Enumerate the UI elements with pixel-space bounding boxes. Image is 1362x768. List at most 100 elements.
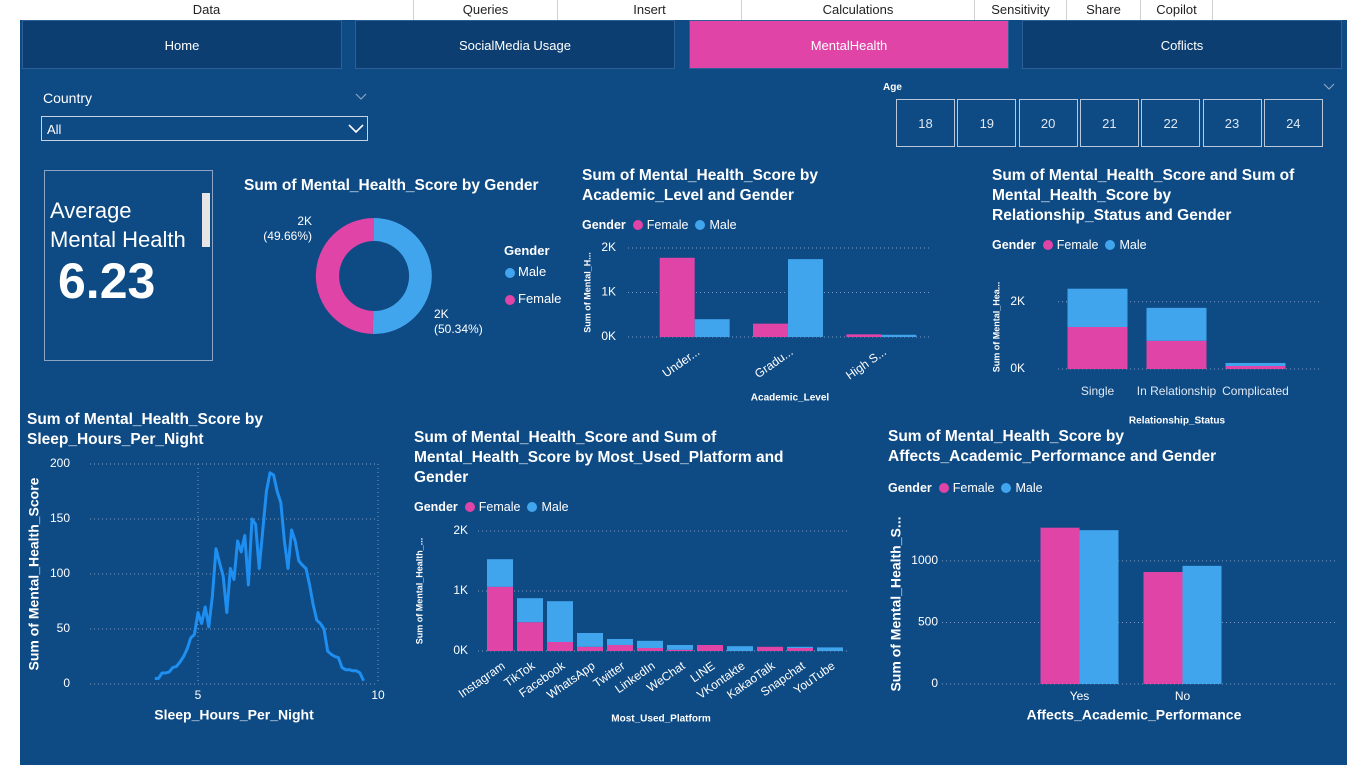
- legend-title: Gender: [504, 243, 550, 258]
- menu-item[interactable]: Copilot: [1141, 0, 1213, 20]
- bar-segment: [1225, 362, 1286, 366]
- bar-segment: [667, 645, 693, 650]
- chevron: [348, 124, 364, 134]
- bar-segment: [817, 647, 843, 651]
- y-axis-title: Sum of Mental_Health_Score: [26, 477, 42, 670]
- age-option[interactable]: 22: [1141, 99, 1201, 147]
- bar-segment: [697, 645, 723, 651]
- chevron: [1323, 83, 1335, 90]
- bar-segment: [487, 559, 513, 587]
- age-option[interactable]: 18: [896, 99, 955, 147]
- kpi-card: [44, 170, 213, 361]
- kpi-label: Average Mental Health: [50, 198, 186, 252]
- bar-segment: [547, 642, 573, 651]
- legend-swatch: [1105, 240, 1116, 250]
- legend-label[interactable]: Male: [541, 500, 569, 514]
- data-label: 2K (50.34%): [434, 307, 483, 336]
- menu-item[interactable]: Queries: [414, 0, 558, 20]
- menu-item[interactable]: Insert: [558, 0, 742, 20]
- y-tick-label: 0: [63, 676, 70, 690]
- legend-swatch: [938, 483, 949, 493]
- tab[interactable]: MentalHealth: [689, 20, 1009, 69]
- chart-title: Sum of Mental_Health_Score by Gender: [244, 177, 539, 194]
- y-tick-label: 1K: [601, 285, 616, 299]
- legend-swatch: [505, 295, 515, 305]
- legend-label[interactable]: Male: [709, 218, 737, 232]
- bar: [846, 334, 882, 337]
- tab[interactable]: Coflicts: [1022, 20, 1342, 69]
- legend-title: Gender: [414, 500, 458, 514]
- y-tick-label: 100: [50, 566, 70, 580]
- bar: [881, 334, 917, 337]
- bar: [788, 259, 823, 337]
- legend-label[interactable]: Female: [952, 481, 995, 495]
- x-axis-title: Relationship_Status: [1129, 416, 1226, 427]
- age-option[interactable]: 24: [1263, 99, 1323, 147]
- y-tick-label: 50: [57, 621, 71, 635]
- bar: [1040, 527, 1080, 684]
- legend-label: Male: [518, 264, 547, 279]
- x-axis-title: Most_Used_Platform: [611, 714, 711, 725]
- bar-segment: [1146, 340, 1207, 369]
- slicer-label: Age: [883, 82, 902, 93]
- legend-swatch: [632, 220, 643, 230]
- legend-title: Gender: [582, 218, 626, 232]
- legend: Gender Female Male: [992, 238, 1147, 252]
- legend-label[interactable]: Female: [478, 500, 521, 514]
- legend-label[interactable]: Female: [1056, 238, 1099, 252]
- tab[interactable]: Home: [22, 20, 342, 69]
- y-tick-label: 200: [50, 456, 70, 470]
- chart-title: Sum of Mental_Health_Score by Affects_Ac…: [888, 428, 1217, 465]
- legend-label[interactable]: Male: [1119, 238, 1147, 252]
- slicer-label: Country: [43, 90, 93, 106]
- chart-title: Sum of Mental_Health_Score and Sum of Me…: [992, 167, 1295, 224]
- legend-swatch: [1001, 483, 1012, 493]
- dropdown[interactable]: All: [41, 116, 368, 141]
- age-option[interactable]: 20: [1018, 99, 1078, 147]
- y-axis-title: Sum of Mental_Hea...: [991, 282, 1001, 373]
- bar-segment: [547, 601, 573, 642]
- bar-segment: [1067, 288, 1128, 327]
- x-tick-label: In Relationship: [1136, 384, 1217, 398]
- legend-swatch: [695, 220, 706, 230]
- x-axis-title: Academic_Level: [751, 393, 830, 404]
- y-tick-label: 2K: [1010, 294, 1025, 308]
- menu-item[interactable]: Share: [1067, 0, 1141, 20]
- bar-segment: [757, 646, 783, 651]
- legend: Gender Female Male: [414, 500, 569, 514]
- bar: [1182, 565, 1222, 684]
- menu-item[interactable]: Data: [0, 0, 414, 20]
- legend-title: Gender: [888, 481, 932, 495]
- legend-label[interactable]: Female: [646, 218, 689, 232]
- x-tick-label: Complicated: [1222, 384, 1289, 398]
- x-tick-label: Yes: [1070, 689, 1090, 703]
- x-tick-label: High S...: [843, 345, 889, 383]
- bar-segment: [607, 639, 633, 645]
- x-tick-label: Under...: [660, 345, 702, 381]
- age-option[interactable]: 19: [957, 99, 1017, 147]
- tab[interactable]: SocialMedia Usage: [355, 20, 675, 69]
- legend-swatch: [464, 502, 475, 512]
- legend-swatch: [505, 268, 515, 278]
- x-tick-label: Single: [1080, 384, 1115, 398]
- bar-segment: [487, 586, 513, 651]
- donut-slice: [315, 217, 374, 334]
- y-tick-label: 0K: [601, 329, 616, 343]
- bar-segment: [1225, 365, 1286, 369]
- x-tick-label: No: [1175, 689, 1191, 703]
- menu-item[interactable]: Sensitivity: [975, 0, 1067, 20]
- x-axis-title: Sleep_Hours_Per_Night: [154, 707, 314, 723]
- bar-segment: [577, 646, 603, 651]
- age-option[interactable]: 21: [1079, 99, 1139, 147]
- age-option[interactable]: 23: [1202, 99, 1262, 147]
- legend-label[interactable]: Male: [1015, 481, 1043, 495]
- y-tick-label: 0K: [453, 643, 468, 657]
- donut-slice: [372, 218, 432, 334]
- data-label: 2K (49.66%): [263, 214, 312, 243]
- y-axis-title: Sum of Mental_Health_...: [414, 538, 424, 645]
- bar-segment: [607, 645, 633, 651]
- menu-item[interactable]: Calculations: [742, 0, 975, 20]
- y-tick-label: 0K: [1010, 361, 1025, 375]
